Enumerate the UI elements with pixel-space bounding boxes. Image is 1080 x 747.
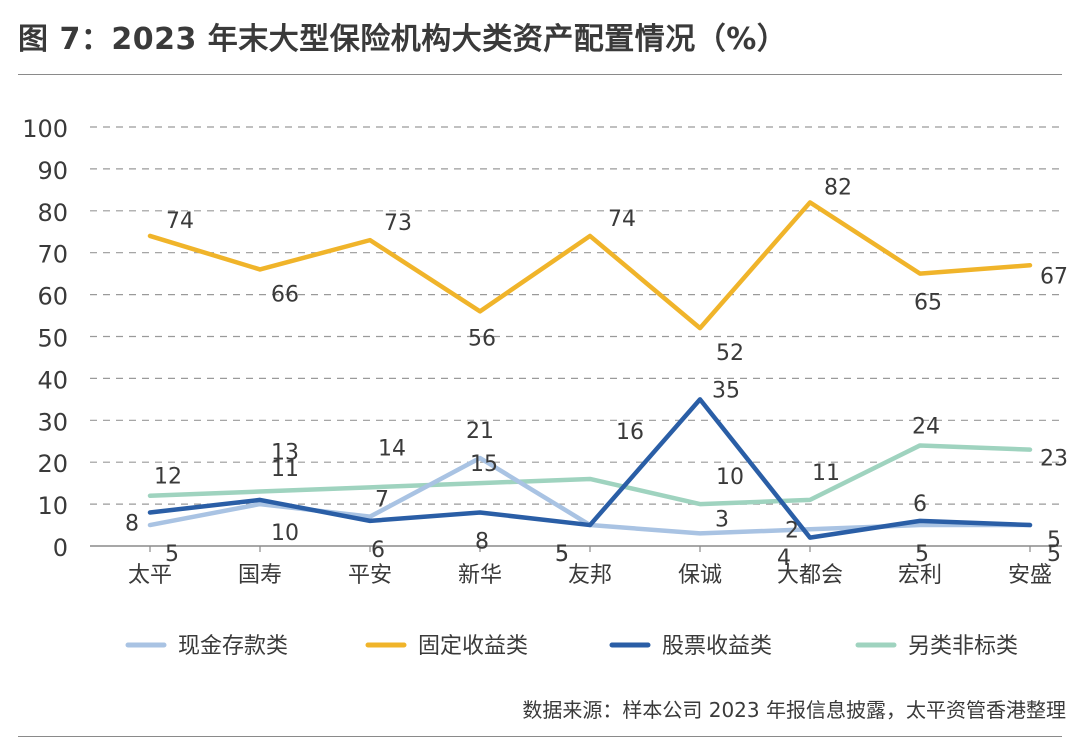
- data-label: 5: [915, 542, 929, 567]
- data-label: 5: [1047, 542, 1061, 567]
- bottom-divider: [18, 736, 1062, 737]
- chart-title: 图 7：2023 年末大型保险机构大类资产配置情况（%）: [18, 22, 788, 57]
- legend-label: 股票收益类: [662, 634, 772, 659]
- data-label: 5: [555, 542, 569, 567]
- data-label: 56: [468, 326, 496, 351]
- data-label: 12: [154, 465, 182, 490]
- legend-label: 现金存款类: [178, 634, 288, 659]
- x-tick-label: 平安: [348, 563, 392, 588]
- x-tick-label: 太平: [128, 563, 172, 588]
- series-line-2: [147, 397, 1033, 540]
- legend-label: 固定收益类: [418, 634, 528, 659]
- data-label: 7: [375, 488, 389, 513]
- y-tick-label: 100: [22, 115, 68, 143]
- data-label: 5: [165, 542, 179, 567]
- line-chart: 0 10 20 30 40 50 60 70 80 90 100 太平 国寿 平安 新华 友邦 保诚 大都会 宏利 安…: [22, 115, 1068, 659]
- data-label: 82: [824, 175, 852, 200]
- data-label: 11: [271, 457, 299, 482]
- data-label: 5: [1047, 528, 1061, 553]
- y-tick-label: 30: [37, 408, 68, 436]
- data-label: 74: [166, 209, 194, 234]
- data-label: 8: [125, 511, 139, 536]
- data-label: 35: [712, 378, 740, 403]
- data-label: 15: [470, 452, 498, 477]
- y-tick-label: 20: [37, 450, 68, 478]
- series-line-3: [147, 443, 1033, 507]
- data-label: 65: [914, 291, 942, 316]
- data-label: 16: [616, 420, 644, 445]
- y-tick-label: 40: [37, 366, 68, 394]
- data-label: 13: [271, 441, 299, 466]
- data-label: 67: [1040, 264, 1068, 289]
- title-divider: [18, 74, 1062, 75]
- x-tick-label: 大都会: [777, 563, 843, 588]
- data-label: 2: [785, 519, 799, 544]
- data-label: 5: [555, 542, 569, 567]
- data-source-note: 数据来源：样本公司 2023 年报信息披露，太平资管香港整理: [522, 698, 1066, 722]
- x-tick-label: 保诚: [678, 563, 722, 588]
- x-tick-label: 新华: [458, 563, 502, 588]
- y-tick-label: 70: [37, 241, 68, 269]
- data-label: 3: [715, 507, 729, 532]
- data-label: 52: [716, 341, 744, 366]
- x-tick-label: 国寿: [238, 563, 282, 588]
- data-label: 14: [378, 436, 406, 461]
- data-label: 73: [384, 211, 412, 236]
- data-label: 23: [1040, 447, 1068, 472]
- y-tick-label: 60: [37, 283, 68, 311]
- x-tick-label: 宏利: [898, 563, 942, 588]
- data-label: 10: [716, 465, 744, 490]
- data-label: 6: [371, 538, 385, 563]
- series-line-1: [147, 200, 1033, 331]
- y-tick-label: 80: [37, 199, 68, 227]
- data-label: 4: [777, 546, 791, 571]
- y-tick-label: 50: [37, 325, 68, 353]
- y-tick-label: 10: [37, 492, 68, 520]
- data-label: 21: [466, 419, 494, 444]
- x-tick-label: 友邦: [568, 563, 612, 588]
- data-label: 24: [912, 414, 940, 439]
- data-label: 6: [913, 492, 927, 517]
- data-label: 74: [608, 207, 636, 232]
- y-tick-label: 90: [37, 157, 68, 185]
- x-tick-label: 安盛: [1008, 563, 1052, 588]
- y-tick-label: 0: [53, 534, 68, 562]
- data-label: 10: [271, 521, 299, 546]
- data-label: 66: [271, 282, 299, 307]
- data-label: 8: [475, 529, 489, 554]
- legend-label: 另类非标类: [908, 634, 1018, 659]
- data-label: 11: [812, 461, 840, 486]
